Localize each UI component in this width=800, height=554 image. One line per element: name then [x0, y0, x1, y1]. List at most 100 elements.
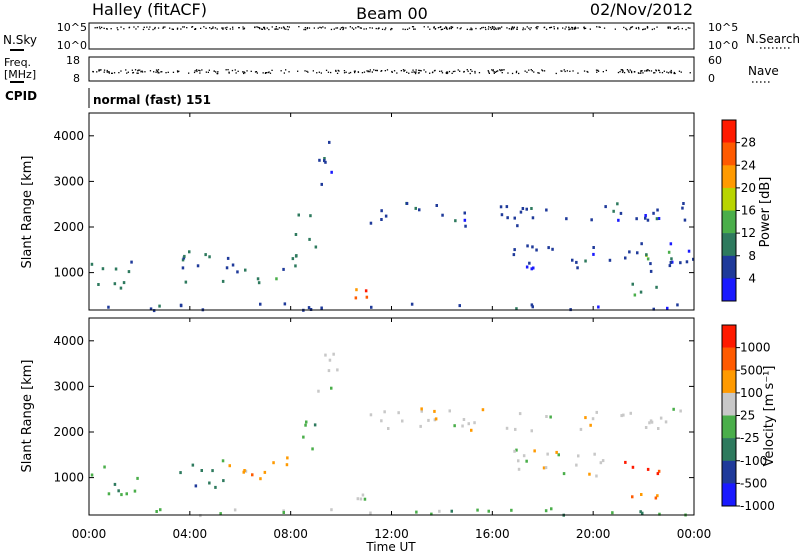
nsky-point: [536, 26, 538, 28]
freq-point: [400, 70, 402, 72]
nsky-point: [408, 27, 411, 29]
heatmap-cell: [242, 470, 245, 474]
freq-point: [659, 71, 661, 74]
heatmap-cell: [332, 352, 335, 356]
heatmap-cell: [531, 305, 534, 309]
freq-point: [280, 70, 282, 72]
heatmap-cell: [601, 459, 605, 463]
nsky-point: [512, 28, 514, 30]
freq-point: [457, 69, 459, 71]
heatmap-cell: [658, 512, 661, 516]
nsky-point: [123, 28, 125, 30]
heatmap-cell: [314, 245, 318, 249]
heatmap-cell: [311, 447, 314, 451]
freq-point: [100, 69, 102, 71]
heatmap-cell: [354, 296, 358, 300]
nsky-point: [259, 27, 261, 30]
heatmap-cell: [158, 304, 161, 308]
nsky-point: [306, 27, 309, 29]
nsky-point: [460, 27, 462, 29]
freq-point: [689, 72, 691, 74]
freq-point: [386, 69, 389, 71]
nsky-point: [575, 27, 577, 29]
nsky-point: [488, 26, 490, 28]
nsky-point: [553, 26, 555, 28]
heatmap-cell: [473, 421, 476, 425]
nsky-point: [678, 28, 680, 30]
heatmap-cell: [510, 508, 513, 512]
colorbar-tick-label: 24: [741, 158, 756, 172]
freq-point: [621, 71, 624, 73]
nsearch-tick-bottom: 10^0: [708, 39, 738, 52]
nsky-point: [232, 28, 234, 30]
heatmap-cell: [263, 470, 267, 474]
nsky-point: [499, 28, 501, 30]
time-axis-label: Time UT: [365, 540, 416, 554]
heatmap-cell: [401, 419, 404, 423]
heatmap-cell: [522, 454, 526, 458]
nsky-point: [171, 28, 173, 30]
heatmap-cell: [531, 216, 535, 220]
freq-point: [234, 69, 236, 71]
nsky-point: [445, 27, 448, 29]
freq-point: [572, 70, 574, 72]
heatmap-cell: [575, 260, 578, 264]
nsky-point: [449, 27, 451, 29]
heatmap-cell: [499, 205, 503, 209]
freq-point: [670, 69, 672, 72]
nave-tick-bottom: 0: [708, 72, 715, 85]
heatmap-cell: [324, 160, 327, 164]
nsky-point: [264, 28, 266, 30]
heatmap-cell: [90, 473, 94, 477]
freq-point: [655, 69, 657, 71]
freq-point: [402, 69, 405, 71]
nsky-point: [448, 28, 451, 30]
heatmap-cell: [535, 248, 538, 252]
freq-point: [396, 72, 398, 74]
freq-point: [439, 70, 441, 72]
heatmap-cell: [370, 305, 373, 309]
colorbar-segment: [722, 460, 736, 484]
heatmap-cell: [644, 214, 647, 217]
freq-point: [367, 71, 369, 73]
nsky-frame: [88, 22, 695, 50]
nsky-point: [242, 28, 244, 30]
nsky-point: [646, 26, 649, 28]
heatmap-cell: [97, 283, 100, 286]
colorbar-segment: [722, 415, 736, 439]
power-colorbar-label: Power [dB]: [758, 177, 773, 248]
heatmap-cell: [517, 467, 521, 471]
freq-point: [237, 70, 239, 72]
nsky-point: [493, 26, 495, 28]
nsky-point: [553, 28, 555, 30]
freq-point: [158, 72, 160, 74]
nsky-legend-line: [10, 49, 24, 51]
freq-point: [120, 70, 122, 72]
freq-panel: Freq. [MHz] 18 8 60 0 Nave: [4, 54, 779, 85]
heatmap-cell: [236, 270, 239, 274]
nsky-point: [355, 27, 357, 29]
freq-point: [207, 71, 209, 73]
nsky-point: [225, 28, 228, 30]
freq-point: [595, 69, 598, 71]
nsky-point: [568, 29, 570, 31]
freq-point: [103, 69, 106, 71]
freq-point: [644, 70, 646, 72]
nsky-panel: N.Sky 10^5 10^0 10^5 10^0 N.Search: [3, 21, 800, 52]
freq-point: [629, 69, 631, 71]
heatmap-cell: [359, 497, 363, 501]
freq-point: [335, 69, 337, 72]
y-tick-label: 4000: [53, 334, 84, 348]
nsky-point: [110, 28, 112, 30]
colorbar-segment: [722, 142, 736, 166]
nsky-point: [203, 26, 205, 28]
freq-point: [194, 70, 196, 72]
freq-point: [471, 70, 473, 72]
y-tick-label: 3000: [53, 174, 84, 188]
heatmap-cell: [244, 469, 248, 473]
nsky-point: [656, 26, 658, 28]
heatmap-cell: [629, 411, 632, 415]
freq-point: [361, 72, 364, 74]
nsearch-label: N.Search: [746, 32, 800, 46]
heatmap-cell: [302, 435, 305, 439]
